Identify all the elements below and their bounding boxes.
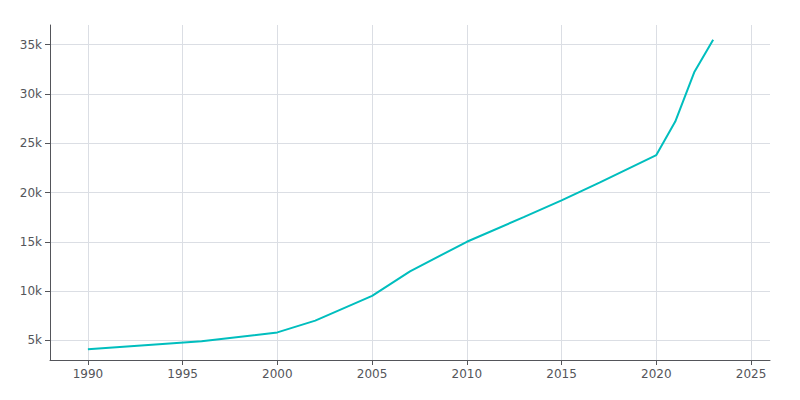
- svg-text:2025: 2025: [736, 367, 767, 381]
- svg-text:5k: 5k: [27, 333, 42, 347]
- svg-text:10k: 10k: [20, 284, 42, 298]
- svg-text:2005: 2005: [357, 367, 388, 381]
- svg-text:2015: 2015: [546, 367, 577, 381]
- svg-text:25k: 25k: [20, 136, 42, 150]
- svg-text:20k: 20k: [20, 186, 42, 200]
- svg-text:35k: 35k: [20, 38, 42, 52]
- svg-text:15k: 15k: [20, 235, 42, 249]
- svg-text:1990: 1990: [73, 367, 104, 381]
- svg-text:2010: 2010: [452, 367, 483, 381]
- svg-text:30k: 30k: [20, 87, 42, 101]
- svg-text:2000: 2000: [262, 367, 293, 381]
- svg-text:2020: 2020: [641, 367, 672, 381]
- svg-text:1995: 1995: [167, 367, 198, 381]
